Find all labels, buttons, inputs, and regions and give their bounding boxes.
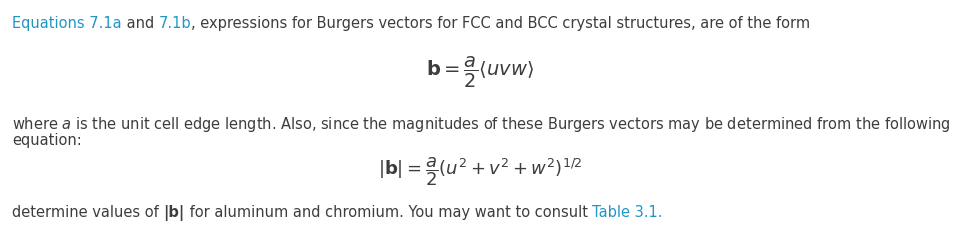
Text: for aluminum and chromium. You may want to consult: for aluminum and chromium. You may want … [185,205,592,220]
Text: where $a$ is the unit cell edge length. Also, since the magnitudes of these Burg: where $a$ is the unit cell edge length. … [12,115,950,134]
Text: equation:: equation: [12,133,82,148]
Text: and: and [122,16,159,31]
Text: $|\mathbf{b}| = \dfrac{a}{2}(u^2 + v^2 + w^2)^{1/2}$: $|\mathbf{b}| = \dfrac{a}{2}(u^2 + v^2 +… [379,155,582,188]
Text: Table 3.1.: Table 3.1. [592,205,663,220]
Text: determine values of: determine values of [12,205,163,220]
Text: , expressions for Burgers vectors for FCC and BCC crystal structures, are of the: , expressions for Burgers vectors for FC… [191,16,810,31]
Text: Equations 7.1a: Equations 7.1a [12,16,122,31]
Text: $\mathbf{b} = \dfrac{a}{2}\langle uvw \rangle$: $\mathbf{b} = \dfrac{a}{2}\langle uvw \r… [427,55,534,90]
Text: 7.1b: 7.1b [159,16,191,31]
Text: |b|: |b| [163,205,185,221]
